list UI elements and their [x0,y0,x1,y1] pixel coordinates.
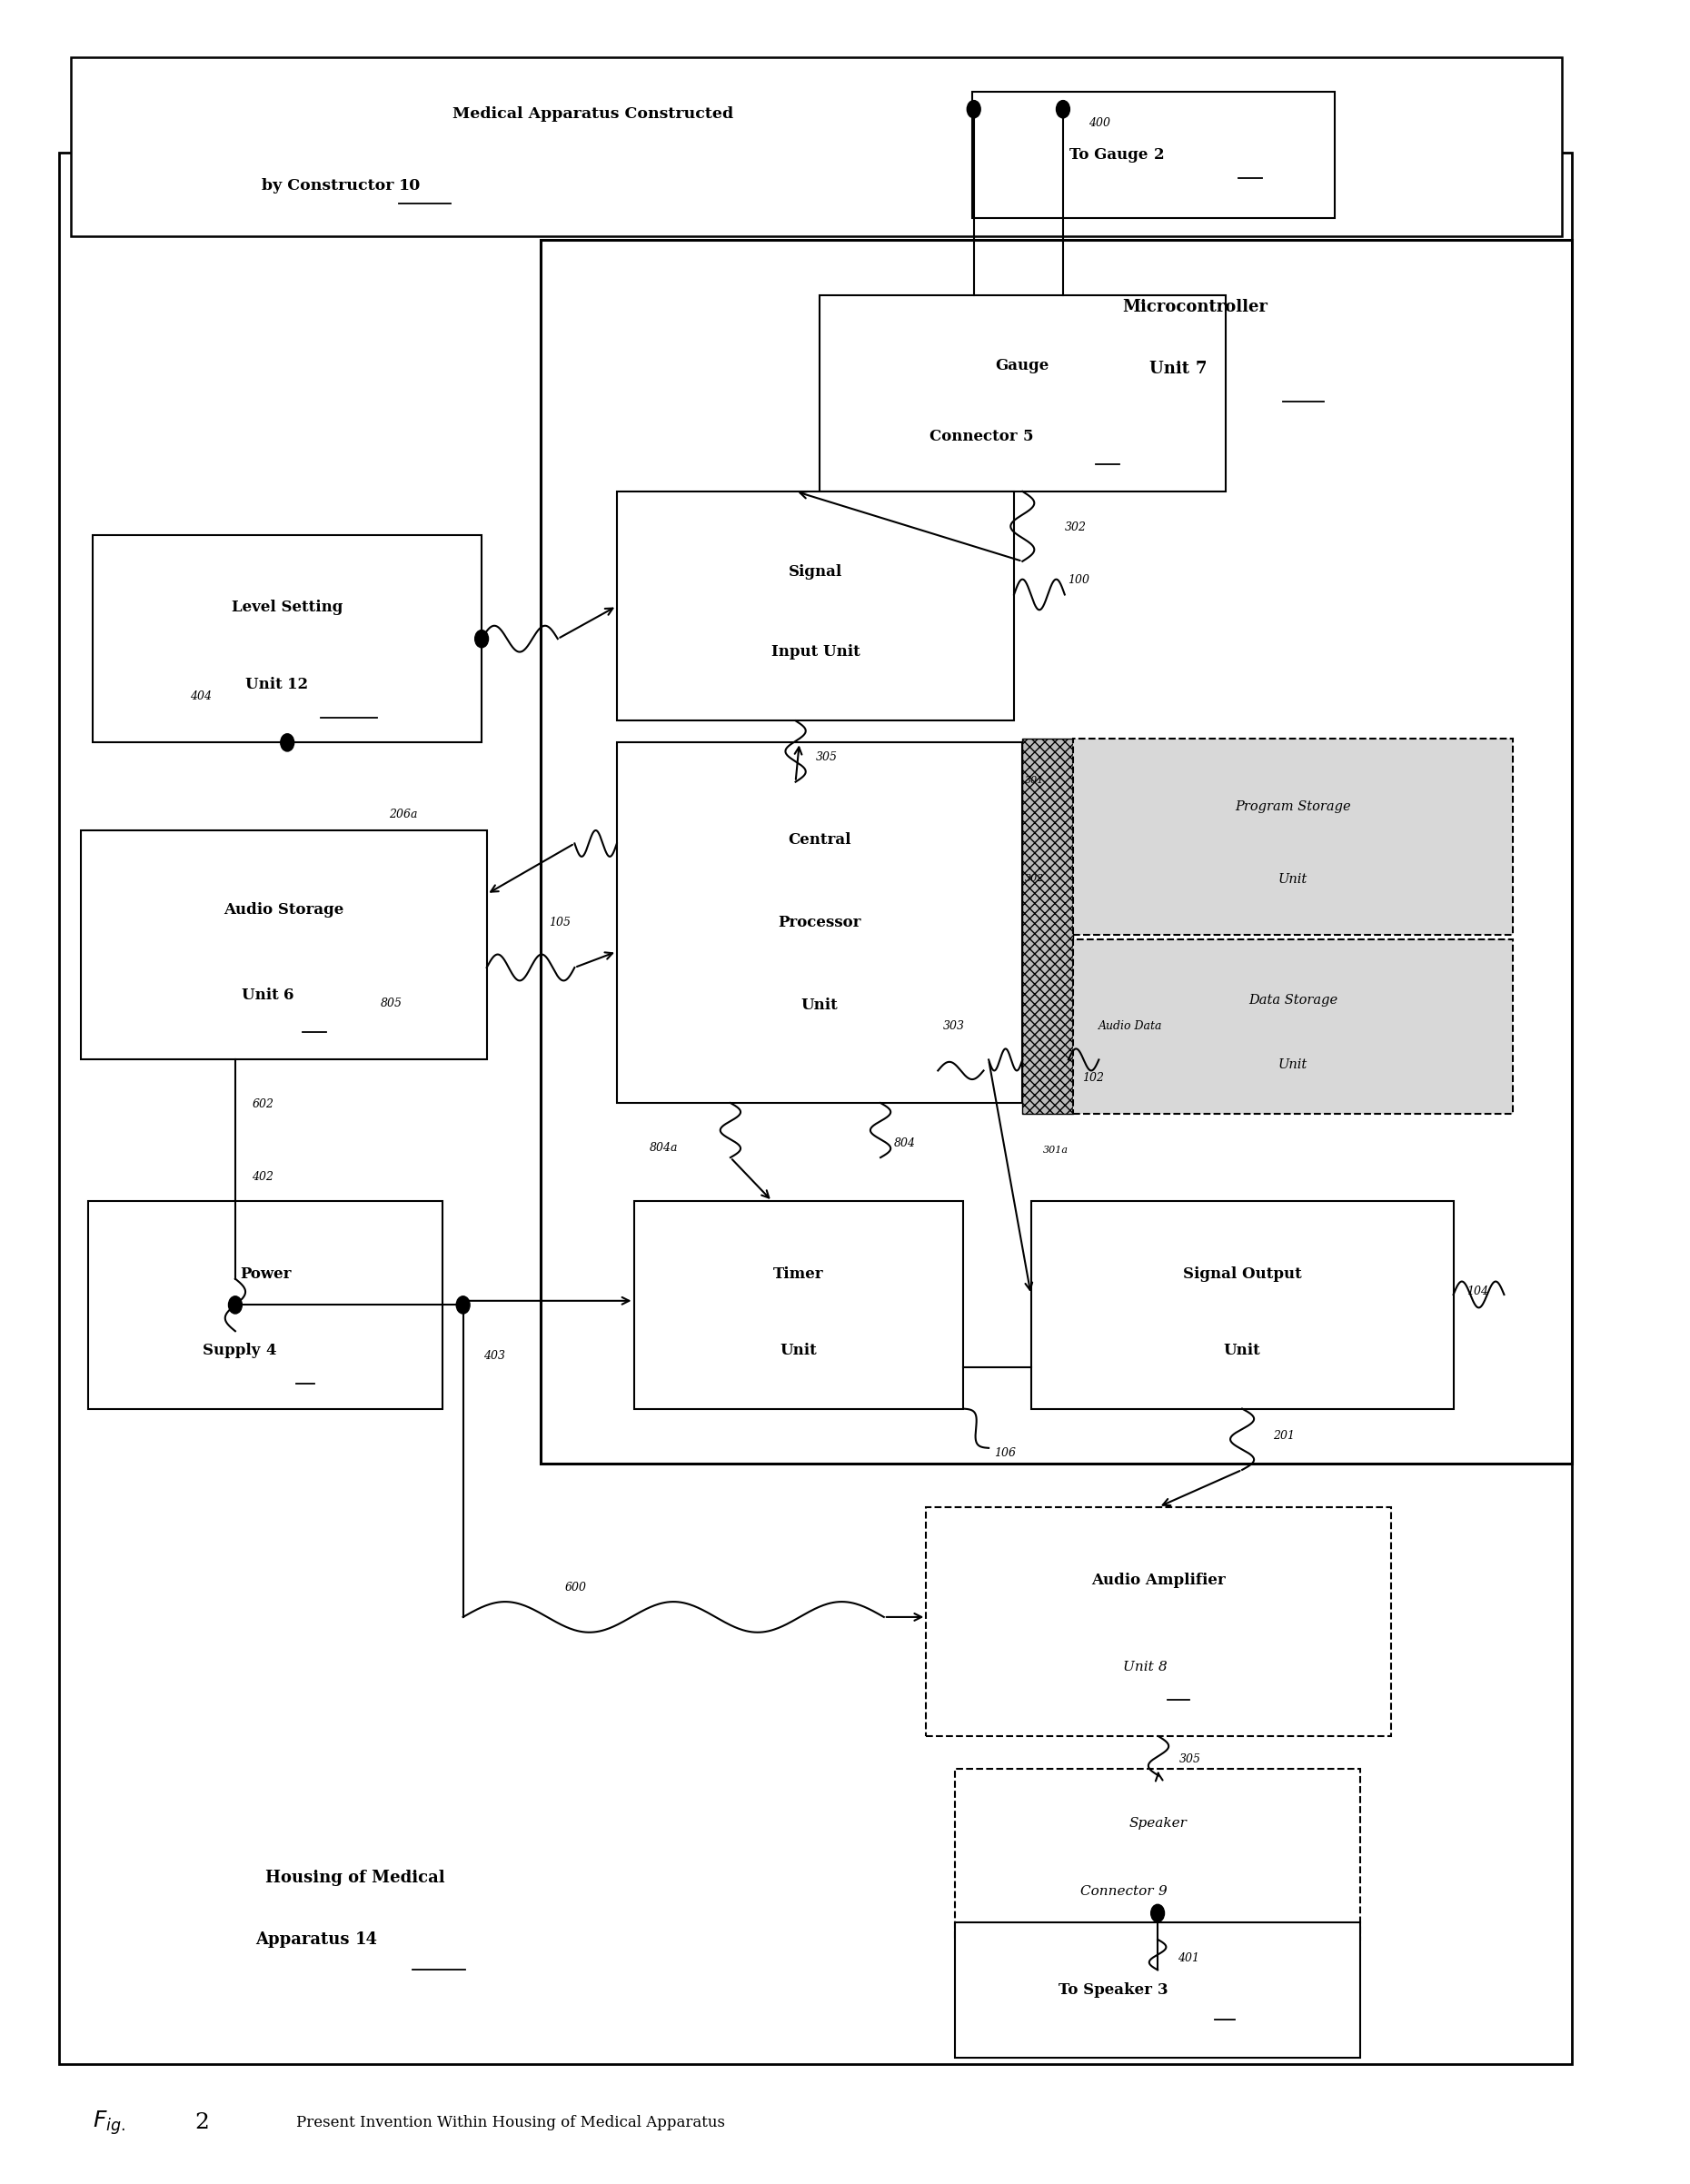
Bar [634,1201,963,1409]
Text: Unit: Unit [242,987,284,1002]
Text: 104: 104 [1467,1286,1489,1297]
Bar [1073,939,1513,1114]
Text: 7: 7 [1195,360,1207,378]
Text: Unit: Unit [801,998,838,1013]
Text: 805: 805 [380,998,402,1009]
Text: 12: 12 [287,677,308,692]
Text: Audio Storage: Audio Storage [223,902,345,917]
Text: 4: 4 [265,1343,275,1358]
Text: 3: 3 [1158,1981,1168,1998]
Bar [820,295,1225,491]
Text: Unit: Unit [1149,360,1195,378]
Circle shape [281,734,294,751]
Text: Signal: Signal [789,563,842,579]
Text: 804: 804 [894,1138,916,1149]
Text: Supply: Supply [203,1343,265,1358]
Text: Unit: Unit [1124,1662,1159,1673]
Text: 105: 105 [549,917,571,928]
Text: 100: 100 [1068,574,1090,585]
Text: To Gauge: To Gauge [1070,146,1153,164]
Text: Program Storage: Program Storage [1235,802,1350,812]
Text: Unit: Unit [781,1343,816,1358]
Text: 14: 14 [355,1931,377,1948]
Text: 301: 301 [1024,775,1044,784]
Text: Signal Output: Signal Output [1183,1267,1301,1282]
Text: Audio Data: Audio Data [1098,1020,1163,1031]
Text: by Constructor: by Constructor [262,179,399,194]
Text: 303: 303 [943,1020,965,1031]
Text: Unit: Unit [1278,874,1308,887]
Text: Level Setting: Level Setting [232,601,343,616]
Bar [955,1922,1360,2057]
Text: 302: 302 [1065,522,1087,533]
Circle shape [228,1297,242,1315]
Bar [972,92,1335,218]
Text: 2: 2 [1153,146,1164,164]
Bar [59,153,1572,2064]
Bar [541,240,1572,1463]
Text: 301a: 301a [1043,1147,1068,1155]
Bar [617,491,1014,721]
Text: 305: 305 [1178,1754,1200,1765]
Text: 404: 404 [189,690,211,703]
Circle shape [1056,100,1070,118]
Text: Unit: Unit [245,677,287,692]
Text: Gauge: Gauge [995,358,1049,373]
Text: 9: 9 [1158,1885,1166,1898]
Text: 201: 201 [1273,1431,1295,1441]
Text: 106: 106 [994,1448,1016,1459]
Bar [71,57,1562,236]
Text: 2: 2 [194,2112,210,2134]
Text: 206a: 206a [389,808,417,819]
Text: 102: 102 [1082,1072,1104,1083]
Text: Data Storage: Data Storage [1249,994,1337,1007]
Text: Timer: Timer [774,1267,823,1282]
Circle shape [456,1297,470,1315]
Bar [926,1507,1391,1736]
Text: 402: 402 [252,1171,274,1184]
Text: 6: 6 [284,987,294,1002]
Circle shape [1151,1904,1164,1922]
Text: Connector: Connector [1080,1885,1158,1898]
Text: Medical Apparatus Constructed: Medical Apparatus Constructed [453,107,733,122]
Bar [1073,738,1513,935]
Text: Apparatus: Apparatus [255,1931,355,1948]
Bar [93,535,482,743]
Text: 302: 302 [1024,874,1044,882]
Text: Connector: Connector [930,428,1022,443]
Text: 600: 600 [564,1581,586,1594]
Text: Unit: Unit [1224,1343,1261,1358]
Text: 403: 403 [483,1350,505,1363]
Circle shape [967,100,980,118]
Text: To Speaker: To Speaker [1060,1981,1158,1998]
Bar [81,830,487,1059]
Bar [88,1201,443,1409]
Text: Central: Central [788,832,852,847]
Text: 400: 400 [1088,118,1110,129]
Text: Input Unit: Input Unit [771,644,860,660]
Text: 804a: 804a [649,1142,678,1153]
Text: 8: 8 [1159,1662,1168,1673]
Text: 602: 602 [252,1099,274,1109]
Text: 10: 10 [399,179,421,194]
Text: 5: 5 [1022,428,1033,443]
Text: Audio Amplifier: Audio Amplifier [1092,1572,1225,1588]
Bar [1022,738,1073,1114]
Text: 401: 401 [1178,1952,1200,1963]
Text: Processor: Processor [777,915,862,930]
Bar [955,1769,1360,1939]
Circle shape [475,629,488,646]
Text: Power: Power [240,1267,291,1282]
Text: $F_{\mathit{ig.}}$: $F_{\mathit{ig.}}$ [93,2110,125,2136]
Text: Speaker: Speaker [1129,1817,1186,1830]
Bar [617,743,1022,1103]
Text: Unit: Unit [1278,1059,1308,1072]
Text: 305: 305 [816,751,838,762]
Text: Microcontroller: Microcontroller [1122,299,1268,317]
Text: Housing of Medical: Housing of Medical [265,1870,444,1887]
Text: Present Invention Within Housing of Medical Apparatus: Present Invention Within Housing of Medi… [296,2114,725,2132]
Bar [1031,1201,1453,1409]
